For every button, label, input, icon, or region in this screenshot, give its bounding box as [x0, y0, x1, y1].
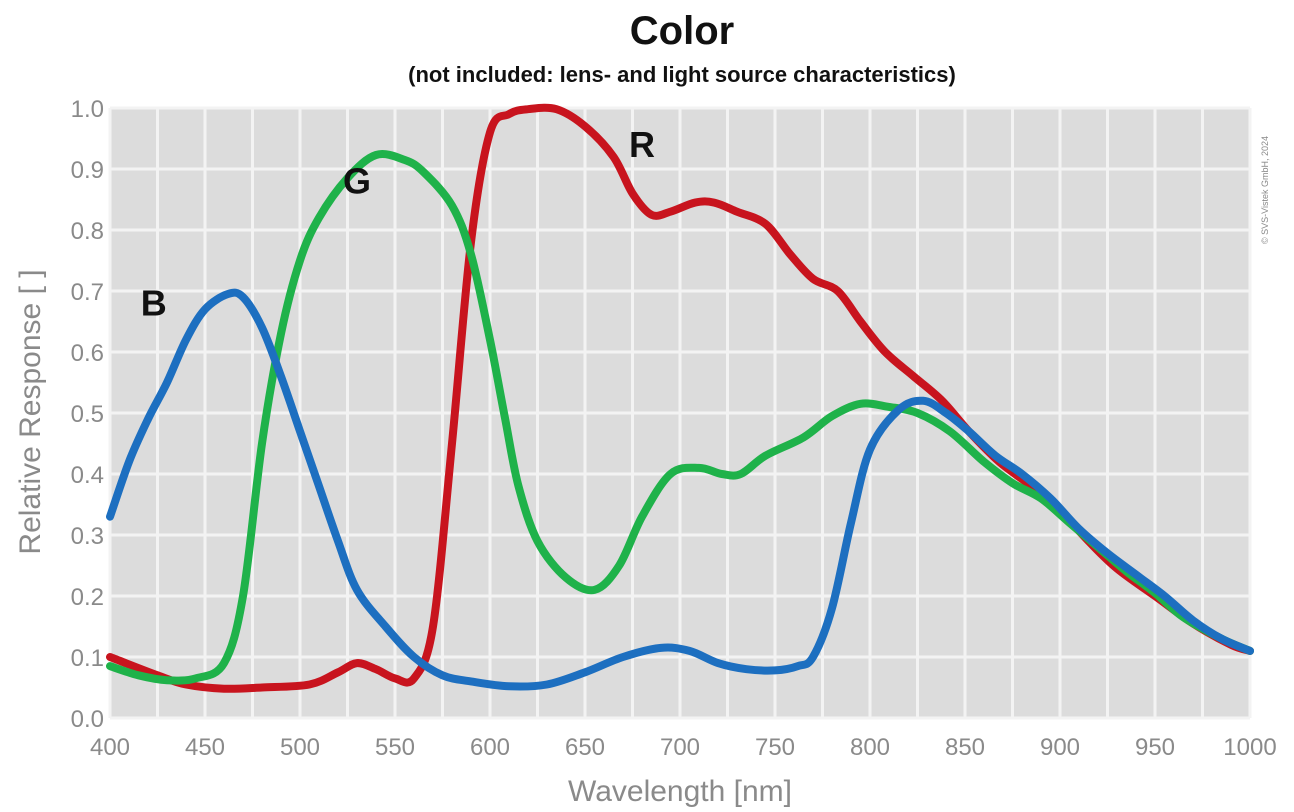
copyright-notice: © SVS-Vistek GmbH, 2024: [1260, 136, 1270, 244]
y-axis-label: Relative Response [ ]: [14, 269, 47, 554]
y-tick-label: 1.0: [71, 96, 104, 123]
series-line-b: [106, 288, 1254, 691]
y-tick-label: 0.8: [71, 218, 104, 245]
y-tick-label: 0.7: [71, 279, 104, 306]
series-label-g: G: [343, 160, 371, 201]
x-tick-label: 600: [470, 734, 510, 761]
y-tick-label: 0.1: [71, 645, 104, 672]
x-axis-label: Wavelength [nm]: [568, 775, 792, 808]
series-label-r: R: [629, 124, 655, 165]
x-tick-label: 550: [375, 734, 415, 761]
x-tick-label: 900: [1040, 734, 1080, 761]
series-label-b: B: [141, 282, 167, 323]
y-tick-label: 0.5: [71, 401, 104, 428]
x-tick-label: 650: [565, 734, 605, 761]
x-tick-label: 800: [850, 734, 890, 761]
x-axis-ticks: 400 450 500 550 600 650 700 750 800 850 900 950 1000: [90, 734, 1277, 761]
x-tick-label: 1000: [1223, 734, 1276, 761]
series-labels: R G B: [141, 124, 655, 324]
x-tick-label: 750: [755, 734, 795, 761]
chart-title: Color: [630, 9, 734, 53]
y-tick-label: 0.0: [71, 706, 104, 733]
series-line-r: [106, 103, 1254, 693]
y-tick-label: 0.9: [71, 157, 104, 184]
y-tick-label: 0.3: [71, 523, 104, 550]
y-tick-label: 0.2: [71, 584, 104, 611]
x-tick-label: 450: [185, 734, 225, 761]
y-tick-label: 0.6: [71, 340, 104, 367]
x-tick-label: 700: [660, 734, 700, 761]
chart-subtitle: (not included: lens- and light source ch…: [408, 62, 956, 87]
x-tick-label: 400: [90, 734, 130, 761]
x-tick-label: 850: [945, 734, 985, 761]
x-tick-label: 500: [280, 734, 320, 761]
y-axis-ticks: 0.0 0.1 0.2 0.3 0.4 0.5 0.6 0.7 0.8 0.9 1.0: [71, 96, 104, 733]
series-layer: [106, 103, 1254, 693]
x-tick-label: 950: [1135, 734, 1175, 761]
grid-lines: [108, 106, 1252, 720]
y-tick-label: 0.4: [71, 462, 104, 489]
